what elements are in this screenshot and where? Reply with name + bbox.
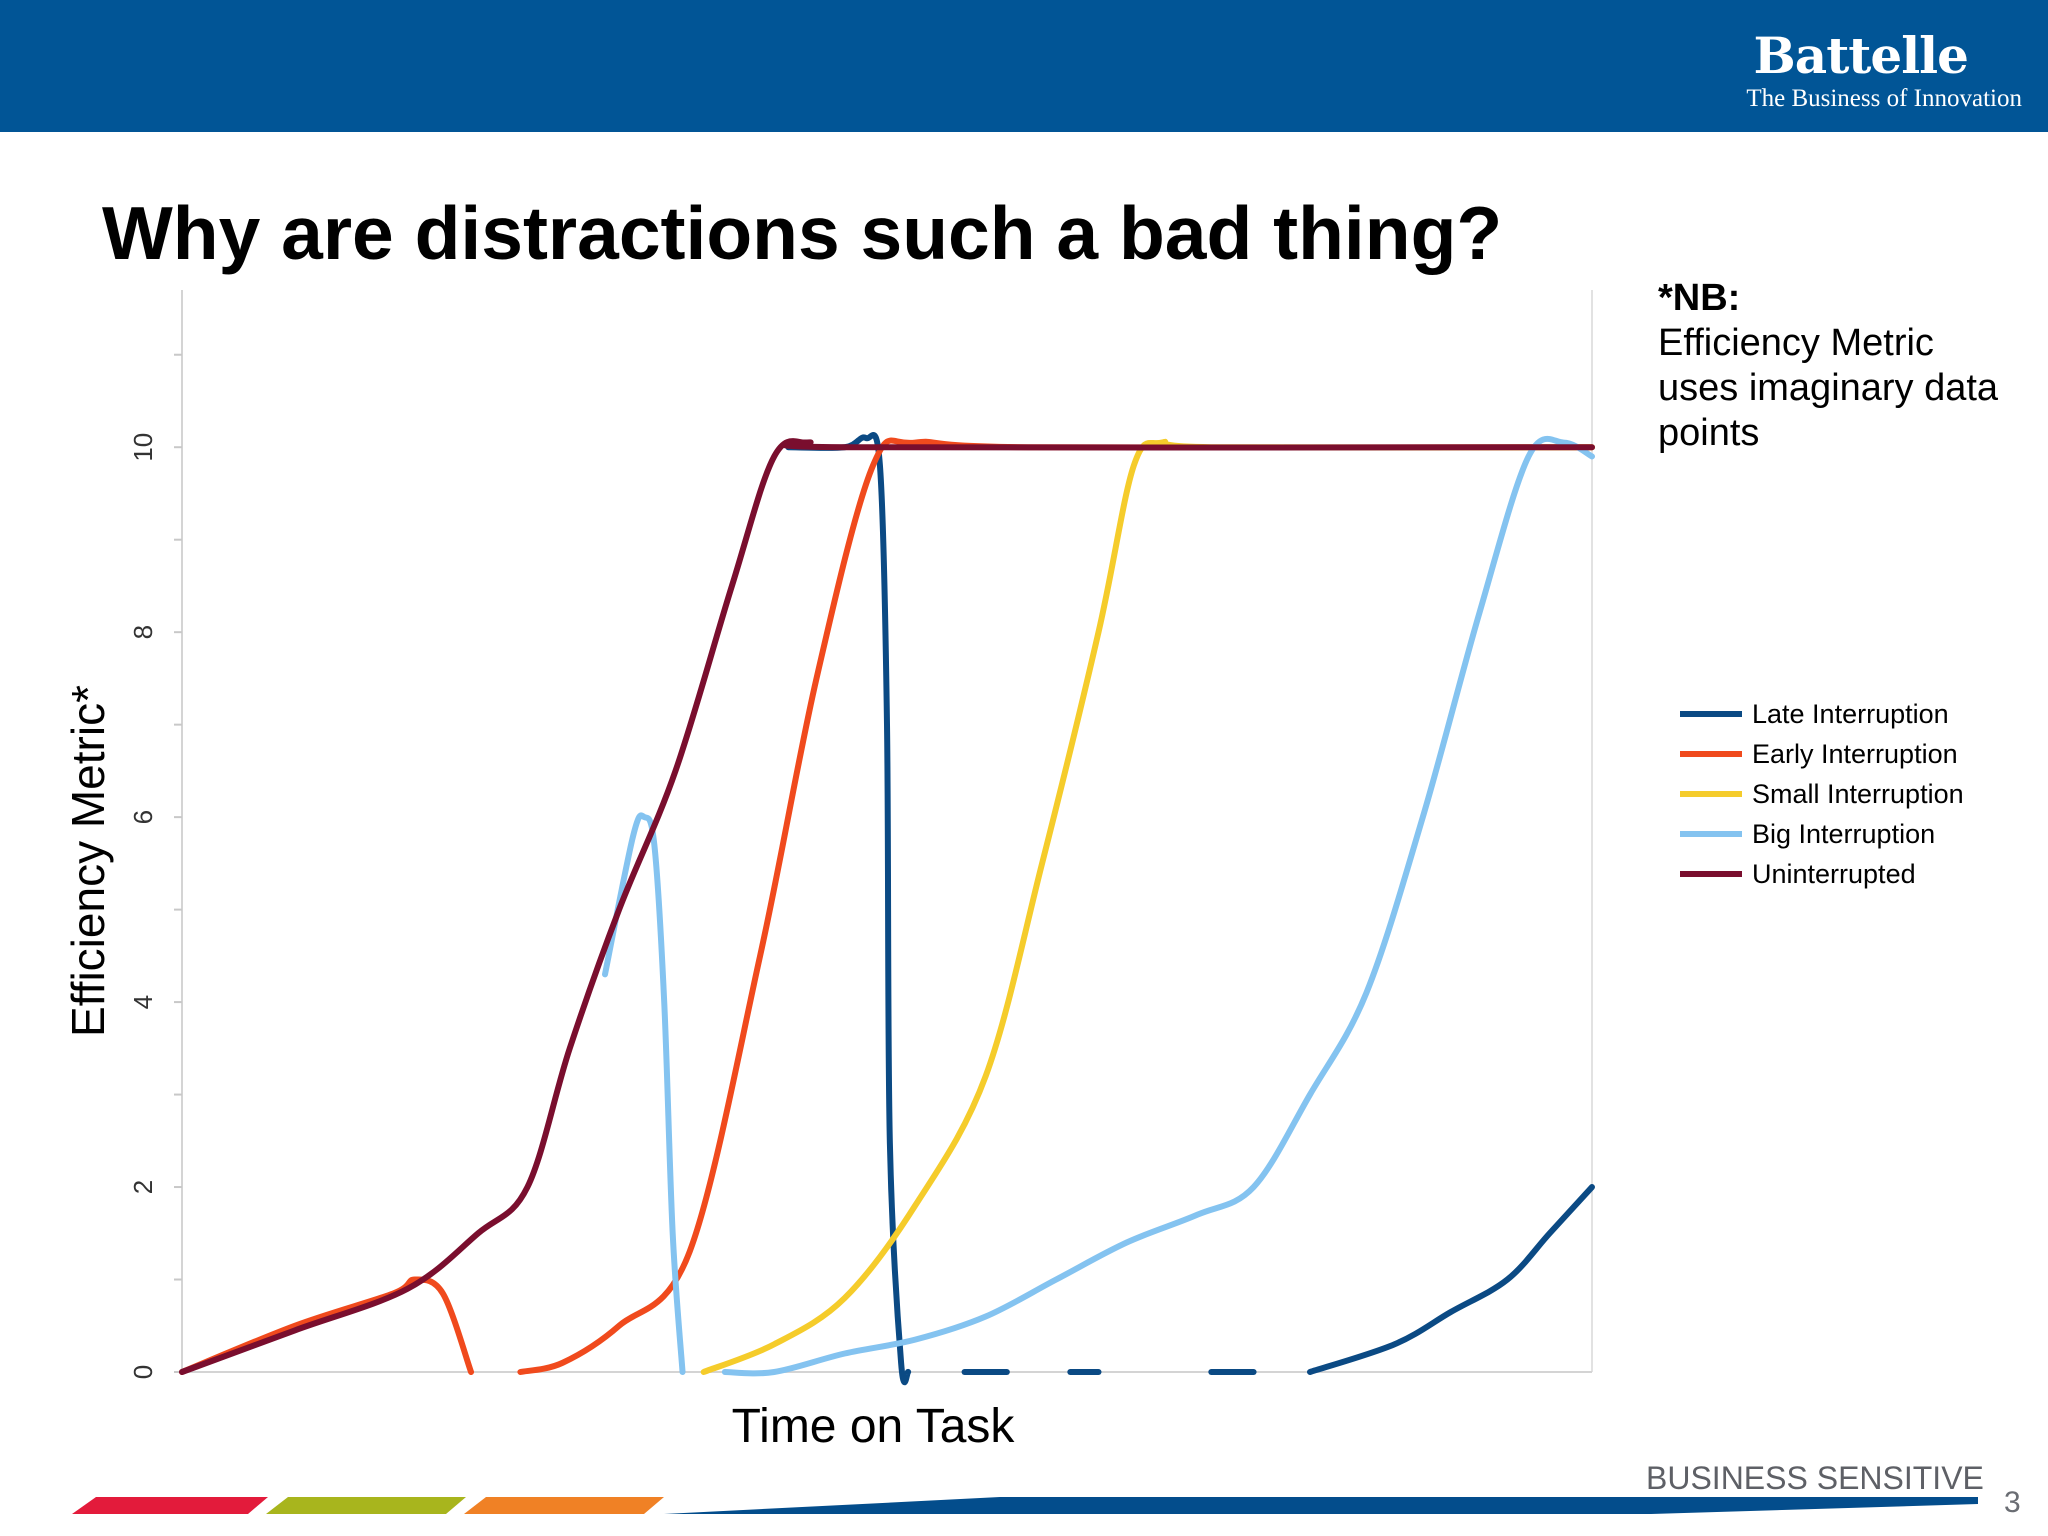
y-tick-label: 10 xyxy=(128,433,158,462)
chart-series xyxy=(179,432,1595,1385)
note-heading: *NB: xyxy=(1658,277,1741,319)
chart-axes: 0 2 4 6 8 10 Efficiency Metric* Time on Task xyxy=(62,290,1593,1453)
legend-label-late-interruption: Late Interruption xyxy=(1752,699,1949,729)
footer-stripe-red xyxy=(72,1497,268,1514)
series-line-uninterrupted xyxy=(179,438,1595,1375)
classification-label: BUSINESS SENSITIVE xyxy=(1646,1460,1984,1496)
legend-label-uninterrupted: Uninterrupted xyxy=(1752,859,1916,889)
legend-label-big-interruption: Big Interruption xyxy=(1752,819,1935,849)
series-late-interruption xyxy=(785,432,1595,1385)
series-big-interruption xyxy=(602,435,1595,1377)
y-tick-label: 2 xyxy=(128,1180,158,1194)
x-axis-title: Time on Task xyxy=(732,1400,1016,1453)
brand-logo: Battelle The Business of Innovation xyxy=(1746,28,2022,114)
note-text: Efficiency Metric uses imaginary data po… xyxy=(1658,322,1999,454)
footer-stripe-green xyxy=(266,1497,466,1514)
brand-name: Battelle xyxy=(1753,26,1969,85)
page-number: 3 xyxy=(2004,1486,2021,1519)
series-line-big-interruption xyxy=(721,435,1595,1377)
series-line-early-interruption xyxy=(517,437,1595,1375)
y-tick-label: 4 xyxy=(128,995,158,1009)
series-line-late-interruption xyxy=(1307,1184,1595,1375)
y-tick-label: 0 xyxy=(128,1365,158,1379)
legend-label-small-interruption: Small Interruption xyxy=(1752,779,1964,809)
footer-stripe-orange xyxy=(464,1497,664,1514)
series-uninterrupted xyxy=(179,438,1595,1375)
series-line-late-interruption xyxy=(785,432,912,1385)
footer-stripe-blue xyxy=(664,1497,1978,1514)
y-tick-label: 8 xyxy=(128,625,158,639)
brand-tagline: The Business of Innovation xyxy=(1746,85,2022,112)
series-line-big-interruption xyxy=(602,812,686,1375)
slide-title: Why are distractions such a bad thing? xyxy=(102,191,1503,275)
header-bar: Battelle The Business of Innovation xyxy=(0,0,2048,132)
y-axis-title: Efficiency Metric* xyxy=(62,685,114,1037)
legend-label-early-interruption: Early Interruption xyxy=(1752,739,1958,769)
footer-accent-stripes xyxy=(72,1497,1978,1514)
note-box: *NB: Efficiency Metric uses imaginary da… xyxy=(1658,276,2018,456)
chart-legend: Late Interruption Early Interruption Small… xyxy=(1680,699,1964,889)
y-tick-label: 6 xyxy=(128,810,158,824)
